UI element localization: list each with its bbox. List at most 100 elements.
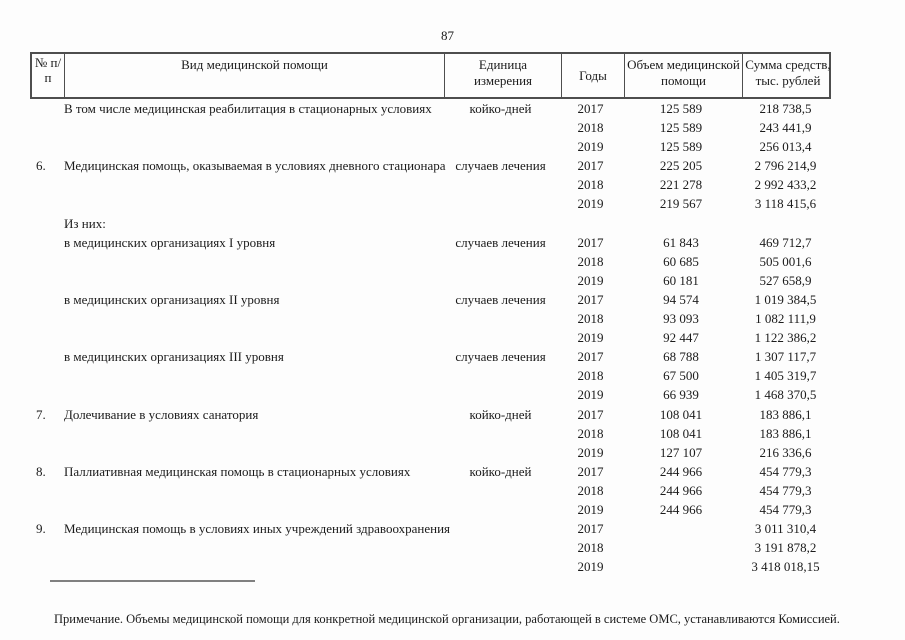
- table-row: 2018 3 191 878,2: [30, 538, 831, 557]
- table-row: 2019 3 418 018,15: [30, 557, 831, 576]
- table-row: 2018 244 966 454 779,3: [30, 481, 831, 500]
- cell-unit: [442, 214, 559, 233]
- cell-unit: [442, 175, 559, 194]
- cell-volume: 125 589: [659, 139, 703, 155]
- cell-kind: [62, 481, 442, 500]
- cell-year: 2017: [577, 406, 604, 422]
- header-kind: Вид медицинской помощи: [64, 54, 444, 97]
- cell-num: [30, 481, 62, 500]
- table-row: 2018 108 041 183 886,1: [30, 424, 831, 443]
- cell-kind: [62, 328, 442, 347]
- cell-year: 2017: [577, 349, 604, 365]
- table-header-row: № п/п Вид медицинской помощи Единица изм…: [30, 52, 831, 99]
- cell-num: [30, 194, 62, 213]
- table-row: 6. Медицинская помощь, оказываемая в усло…: [30, 156, 831, 175]
- cell-sum: 1 405 319,7: [754, 368, 817, 384]
- cell-year: 2018: [577, 425, 604, 441]
- cell-year: 2017: [577, 463, 604, 479]
- cell-num: [30, 538, 62, 557]
- cell-volume: [622, 214, 740, 233]
- cell-kind: в медицинских организациях III уровня: [64, 349, 284, 365]
- table-row: 7. Долечивание в условиях санатория койко-…: [30, 405, 831, 424]
- header-volume-label: Объем медицинской помощи: [627, 57, 740, 88]
- table-row: 2019 60 181 527 658,9: [30, 271, 831, 290]
- cell-volume: 219 567: [659, 196, 703, 212]
- cell-year: 2017: [577, 234, 604, 250]
- cell-year: 2019: [577, 559, 604, 575]
- cell-kind: В том числе медицинская реабилитация в с…: [64, 101, 432, 116]
- cell-volume: 225 205: [659, 158, 703, 174]
- table-row: 2019 127 107 216 336,6: [30, 443, 831, 462]
- cell-year: 2019: [577, 444, 604, 460]
- cell-year: 2019: [577, 272, 604, 288]
- cell-num: [30, 366, 62, 385]
- cell-sum: 3 418 018,15: [751, 559, 820, 575]
- header-num: № п/п: [32, 54, 64, 97]
- cell-volume: 60 181: [663, 272, 699, 288]
- cell-unit: [442, 252, 559, 271]
- cell-volume: 108 041: [659, 425, 703, 441]
- cell-num: 8.: [36, 463, 46, 479]
- cell-unit: [442, 519, 559, 538]
- cell-num: [30, 99, 62, 118]
- medical-care-table: № п/п Вид медицинской помощи Единица изм…: [30, 52, 831, 576]
- cell-num: [30, 309, 62, 328]
- cell-sum: 183 886,1: [759, 406, 812, 422]
- table-row: В том числе медицинская реабилитация в с…: [30, 99, 831, 118]
- cell-unit: случаев лечения: [455, 349, 546, 365]
- cell-volume: 244 966: [659, 463, 703, 479]
- header-kind-label: Вид медицинской помощи: [181, 57, 328, 72]
- cell-year: 2019: [577, 387, 604, 403]
- cell-volume: 94 574: [663, 291, 699, 307]
- cell-unit: случаев лечения: [455, 291, 546, 307]
- table-row: 2019 66 939 1 468 370,5: [30, 385, 831, 404]
- cell-sum: 454 779,3: [759, 501, 812, 517]
- cell-kind: [62, 252, 442, 271]
- cell-unit: [442, 500, 559, 519]
- cell-sum: 3 011 310,4: [754, 521, 817, 537]
- table-row: 2019 244 966 454 779,3: [30, 500, 831, 519]
- cell-year: 2018: [577, 482, 604, 498]
- cell-volume: 61 843: [663, 234, 699, 250]
- cell-year: 2019: [577, 501, 604, 517]
- cell-sum: 1 082 111,9: [755, 311, 816, 327]
- cell-sum: 216 336,6: [759, 444, 812, 460]
- cell-kind: Паллиативная медицинская помощь в стацио…: [64, 463, 411, 479]
- cell-num: [30, 500, 62, 519]
- table-row: 2018 67 500 1 405 319,7: [30, 366, 831, 385]
- cell-sum: 527 658,9: [759, 272, 812, 288]
- table-row: 2018 125 589 243 441,9: [30, 118, 831, 137]
- cell-unit: [442, 424, 559, 443]
- cell-volume: 68 788: [663, 349, 699, 365]
- cell-year: 2019: [577, 139, 604, 155]
- cell-volume: [622, 557, 740, 576]
- cell-unit: [442, 557, 559, 576]
- cell-year: 2019: [577, 330, 604, 346]
- cell-volume: 92 447: [663, 330, 699, 346]
- cell-sum: 469 712,7: [759, 234, 812, 250]
- header-unit: Единица измерения: [444, 54, 561, 97]
- table-row: 2018 221 278 2 992 433,2: [30, 175, 831, 194]
- cell-kind: [62, 309, 442, 328]
- cell-kind: [62, 366, 442, 385]
- header-num-label: № п/п: [34, 55, 62, 85]
- cell-kind: в медицинских организациях I уровня: [64, 234, 276, 250]
- cell-unit: койко-дней: [469, 101, 532, 116]
- cell-unit: случаев лечения: [455, 158, 546, 174]
- cell-unit: койко-дней: [469, 463, 532, 479]
- cell-unit: [442, 366, 559, 385]
- cell-kind: [62, 538, 442, 557]
- cell-year: 2018: [577, 120, 604, 136]
- cell-sum: 243 441,9: [759, 120, 812, 136]
- cell-volume: 93 093: [663, 311, 699, 327]
- cell-num: 9.: [36, 521, 46, 537]
- table-row: 8. Паллиативная медицинская помощь в стац…: [30, 462, 831, 481]
- cell-kind: [62, 557, 442, 576]
- cell-num: [30, 214, 62, 233]
- cell-unit: [442, 309, 559, 328]
- cell-num: [30, 233, 62, 252]
- cell-volume: 108 041: [659, 406, 703, 422]
- cell-unit: койко-дней: [469, 406, 532, 422]
- table-row: в медицинских организациях III уровня слу…: [30, 347, 831, 366]
